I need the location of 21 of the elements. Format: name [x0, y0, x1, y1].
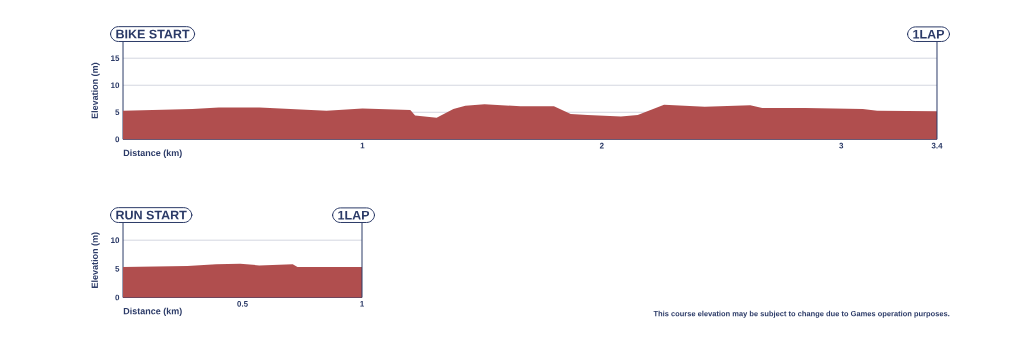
y-tick-label: 0 [115, 136, 120, 143]
x-tick-label: 1 [360, 142, 365, 149]
text: RUN START [116, 210, 187, 220]
y-axis-title: Elevation (m) [91, 232, 100, 288]
y-tick-label: 5 [115, 266, 120, 272]
x-tick-label: 2 [599, 142, 604, 149]
x-axis-title: Distance (km) [123, 307, 182, 317]
y-tick-label: 10 [111, 237, 120, 244]
x-tick-label: 3 [839, 142, 844, 149]
x-tick-label: 3.4 [931, 142, 943, 149]
x-axis-title: Distance (km) [123, 149, 182, 158]
text: BIKE START [116, 29, 190, 39]
y-tick-label: 5 [115, 109, 120, 116]
x-tick-label: 1 [360, 301, 365, 307]
text: 1LAP [338, 210, 370, 220]
y-axis-title: Elevation (m) [91, 62, 100, 119]
text: 1LAP [913, 29, 945, 39]
y-tick-label: 0 [115, 294, 120, 301]
y-tick-label: 15 [111, 55, 120, 61]
x-tick-label: 0.5 [237, 301, 248, 307]
y-tick-label: 10 [111, 82, 120, 89]
